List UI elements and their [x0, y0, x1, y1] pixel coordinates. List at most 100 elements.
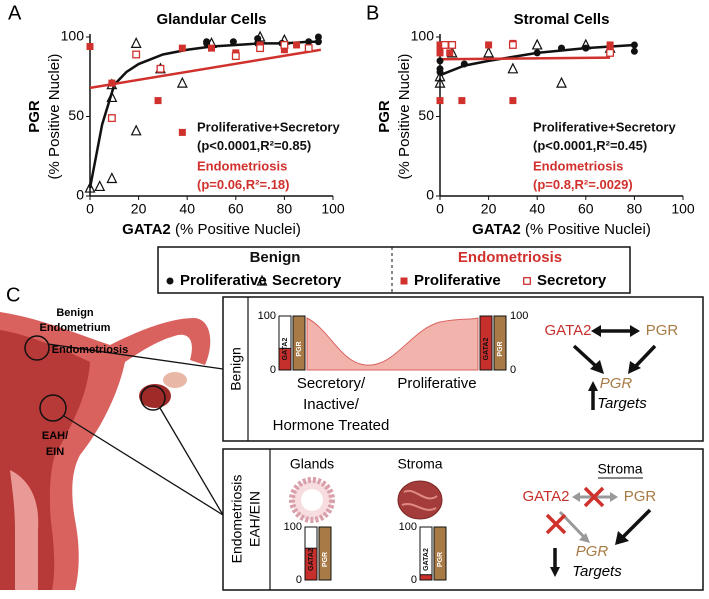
node-label: PGR [600, 375, 633, 392]
point [256, 44, 265, 53]
uterus-label: Benign [56, 307, 94, 319]
mini-axis-label: 100 [284, 521, 302, 533]
point [483, 46, 495, 58]
side-label: Benign [228, 347, 244, 391]
point [86, 43, 94, 51]
tissue-label: Stroma [397, 456, 442, 472]
tissue-label: Glands [290, 456, 334, 472]
point [130, 37, 142, 48]
y-tick-label: 0 [76, 187, 84, 203]
network-arrows [572, 325, 657, 410]
point [84, 181, 96, 193]
legend-marker [400, 277, 408, 285]
mini-bar [433, 526, 447, 581]
y-tick-label: 50 [418, 107, 434, 123]
mini-bar-label: PGR [322, 552, 329, 567]
x-axis-label-unit: (% Positive Nuclei) [175, 221, 301, 238]
x-tick-label: 40 [179, 201, 195, 217]
annotation: (p=0.8,R²=.0029) [533, 177, 633, 192]
point [446, 49, 454, 57]
y-axis-label-unit: (% Positive Nuclei) [46, 54, 63, 180]
network-title: Stroma [597, 461, 642, 477]
x-axis-label: GATA2 (% Positive Nuclei) [122, 221, 301, 238]
point [606, 48, 615, 57]
x-axis-label: GATA2 (% Positive Nuclei) [472, 221, 651, 238]
point [558, 44, 565, 52]
point [231, 52, 240, 61]
node-label: PGR [624, 488, 657, 505]
chart-title: Stromal Cells [514, 11, 610, 28]
mini-bar-label: PGR [296, 341, 303, 356]
point [305, 38, 313, 46]
annotation: (p<0.0001,R²=0.45) [533, 138, 647, 153]
y-tick-label: 50 [68, 107, 84, 123]
x-tick-label: 20 [131, 201, 147, 217]
network-arrows [545, 477, 652, 577]
mini-axis-label: 0 [270, 364, 276, 376]
point [229, 38, 237, 46]
annotation: Endometriosis [197, 158, 287, 173]
point [108, 79, 116, 87]
uterus-illustration [0, 312, 224, 590]
uterus-label: EAH/ [42, 430, 68, 442]
point [94, 180, 106, 192]
legend-label: Proliferative [180, 272, 267, 289]
stroma-icon [397, 480, 443, 520]
point [280, 46, 288, 54]
mini-bar-label: PGR [497, 341, 504, 356]
annotation: Proliferative+Secretory [533, 119, 676, 134]
x-tick-label: 80 [627, 201, 643, 217]
mini-axis-label: 0 [510, 364, 516, 376]
legend-group-title: Benign [250, 249, 301, 266]
point [440, 41, 449, 49]
mini-bar-label: GATA2 [423, 548, 430, 571]
point [448, 41, 457, 49]
stroma-fibers [401, 489, 438, 511]
legend-box [157, 246, 631, 294]
x-tick-label: 40 [529, 201, 545, 217]
legend-label: Secretory [272, 272, 342, 289]
point [531, 38, 543, 50]
point [436, 97, 444, 105]
point [630, 47, 638, 55]
y-axis-label: PGR [376, 100, 393, 133]
mini-bar [304, 547, 318, 581]
gland-lumen [301, 489, 323, 511]
annotation: Endometriosis [533, 158, 623, 173]
y-tick-label: 100 [411, 28, 435, 44]
x-tick-label: 80 [277, 201, 293, 217]
panel-label: C [6, 284, 20, 306]
point [436, 41, 444, 49]
x-tick-label: 0 [86, 201, 94, 217]
legend-label: Proliferative [414, 272, 501, 289]
chart-title: Glandular Cells [156, 11, 266, 28]
stage-label: Inactive/ [303, 396, 360, 413]
stage-label: Proliferative [397, 375, 476, 392]
point [314, 38, 322, 46]
point [436, 57, 444, 65]
mini-bar-label: GATA2 [282, 338, 289, 361]
point [533, 49, 541, 57]
x-tick-label: 100 [321, 201, 345, 217]
stage-label: Hormone Treated [273, 417, 390, 434]
fit-line [439, 43, 635, 77]
point [254, 30, 266, 42]
annotation: (p=0.06,R²=.18) [197, 177, 290, 192]
point [436, 49, 444, 57]
stage-label: Secretory/ [297, 375, 366, 392]
x-tick-label: 60 [578, 201, 594, 217]
mini-bar-label: GATA2 [483, 338, 490, 361]
y-axis-label: PGR [26, 100, 43, 133]
fit-line [439, 56, 611, 61]
uterus-label: Endometriosis [52, 344, 128, 356]
x-tick-label: 100 [671, 201, 695, 217]
point [178, 44, 186, 52]
node-label: GATA2 [545, 322, 592, 339]
point [460, 60, 468, 68]
point [582, 44, 590, 52]
mini-axis-label: 100 [258, 310, 276, 322]
legend-marker [523, 277, 531, 285]
point [178, 128, 186, 136]
point [508, 41, 517, 49]
node-label: PGR [576, 543, 609, 560]
